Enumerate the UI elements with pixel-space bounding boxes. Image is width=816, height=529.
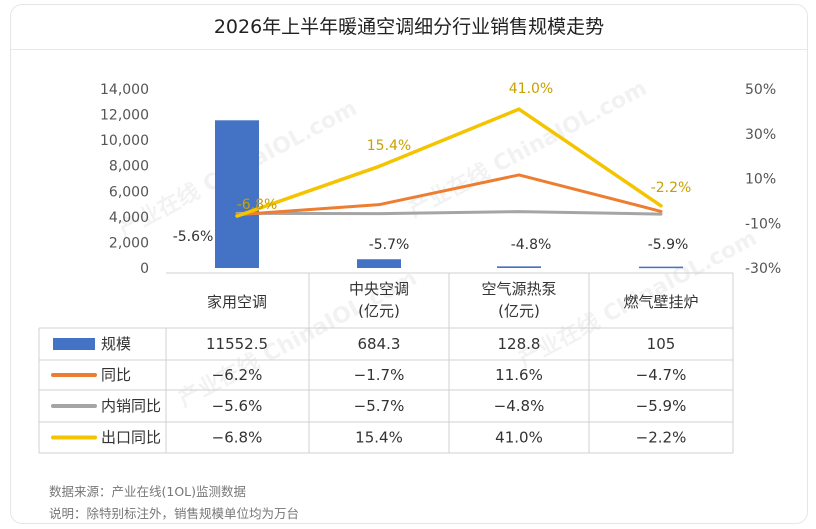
table-value: −5.9% [636, 397, 687, 415]
right-axis-tick-label: -10% [745, 216, 781, 232]
category-label: 中央空调 [349, 280, 409, 298]
right-axis-tick-label: 10% [745, 172, 776, 188]
bar-scale [497, 266, 541, 268]
left-axis-tick-label: 4,000 [109, 210, 149, 226]
bar-scale [215, 120, 259, 269]
table-value: −5.7% [354, 397, 405, 415]
line-1 [235, 173, 663, 217]
left-axis-tick-label: 2,000 [109, 235, 149, 251]
table-value: 11.6% [495, 366, 543, 384]
table-value: −6.2% [212, 366, 263, 384]
table-value: 15.4% [355, 429, 403, 447]
table-value: −6.8% [212, 429, 263, 447]
bar-scale [357, 259, 401, 268]
table-value: 105 [647, 335, 676, 353]
chart-title: 2026年上半年暖通空调细分行业销售规模走势 [11, 5, 807, 50]
series-name: 规模 [101, 335, 131, 353]
domestic-yoy-label: -5.9% [648, 237, 689, 253]
export-yoy-label: -2.2% [651, 180, 692, 196]
series-name: 内销同比 [101, 397, 161, 415]
left-axis-tick-label: 12,000 [100, 108, 149, 124]
table-value: −1.7% [354, 366, 405, 384]
line-2 [235, 210, 663, 216]
series-name: 出口同比 [101, 429, 161, 447]
export-yoy-label: 41.0% [509, 81, 553, 97]
footer-note: 说明：除特别标注外，销售规模单位均为万台 [49, 506, 300, 521]
domestic-yoy-label: -5.6% [173, 229, 214, 245]
right-axis-tick-label: 50% [745, 82, 776, 98]
right-axis-tick-label: 30% [745, 127, 776, 143]
table-value: −2.2% [636, 429, 687, 447]
table-value: −4.8% [494, 397, 545, 415]
export-yoy-label: 15.4% [367, 138, 411, 154]
left-axis-tick-label: 6,000 [109, 184, 149, 200]
table-value: −5.6% [212, 397, 263, 415]
left-axis-tick-label: 8,000 [109, 159, 149, 175]
table-value: 41.0% [495, 429, 543, 447]
domestic-yoy-label: -5.7% [369, 237, 410, 253]
footer-source: 数据来源：产业在线(1OL)监测数据 [49, 484, 247, 499]
table-value: −4.7% [636, 366, 687, 384]
line-3 [235, 107, 663, 218]
table-value: 11552.5 [206, 335, 268, 353]
series-name: 同比 [101, 366, 131, 384]
export-yoy-label: -6.8% [237, 197, 278, 213]
left-axis-tick-label: 10,000 [100, 133, 149, 149]
left-axis-tick-label: 0 [140, 261, 149, 277]
right-axis-tick-label: -30% [745, 261, 781, 277]
category-label: 空气源热泵 [481, 280, 556, 298]
category-label: (亿元) [498, 302, 540, 320]
table-value: 684.3 [358, 335, 401, 353]
legend-key-bar [53, 338, 95, 350]
left-axis-tick-label: 14,000 [100, 82, 149, 98]
domestic-yoy-label: -4.8% [511, 237, 552, 253]
bar-scale [639, 266, 683, 269]
category-label: 燃气壁挂炉 [623, 293, 698, 311]
category-label: (亿元) [358, 302, 400, 320]
category-label: 家用空调 [207, 293, 267, 311]
chart-card: 2026年上半年暖通空调细分行业销售规模走势 产业在线 ChinaIOL.com… [10, 4, 808, 524]
table-value: 128.8 [498, 335, 541, 353]
